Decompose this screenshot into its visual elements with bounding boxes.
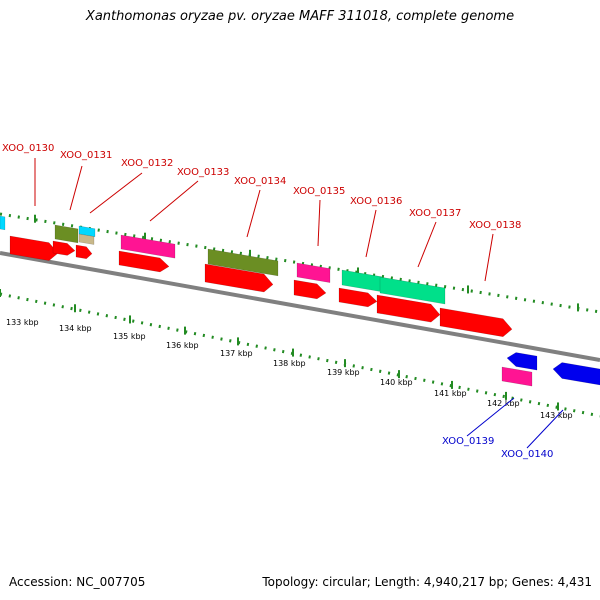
scale-label: 141 kbp [434,389,467,398]
gene-leader-line [417,221,437,268]
gene-feature-cds-plus-red [338,287,378,308]
gene-feature-cog-plus-tan [78,233,95,245]
gene-label: XOO_0137 [409,208,461,219]
gene-feature-cds-plus-red [293,279,327,300]
scale-label: 135 kbp [113,332,146,341]
gene-label: XOO_0140 [501,449,553,460]
gene-leader-line [89,172,143,214]
gene-leader-line [484,233,494,282]
gene-leader-line [317,199,321,247]
gene-leader-line [69,165,83,211]
gene-label: XOO_0130 [2,143,54,154]
accession-label: Accession: NC_007705 [9,575,146,589]
page-title: Xanthomonas oryzae pv. oryzae MAFF 31101… [85,9,515,24]
gene-feature-cds-plus-red [376,294,441,323]
scale-label: 136 kbp [166,341,199,350]
gene-feature-cog-plus-magenta [120,234,176,259]
gene-label: XOO_0134 [234,176,286,187]
gene-feature-cds-plus-red [9,235,59,261]
scale-label: 137 kbp [220,349,253,358]
gene-feature-cog-plus-cyan [0,215,6,231]
gene-label: XOO_0131 [60,150,112,161]
gene-feature-cog-plus-spring [379,276,446,305]
gene-feature-cds-plus-red [75,244,93,260]
scale-label: 140 kbp [380,378,413,387]
genome-backbone [0,251,600,362]
gene-leader-line [526,409,564,449]
scale-label: 138 kbp [273,359,306,368]
scale-dots-lower [0,292,600,418]
gene-leader-line [246,189,261,238]
gene-feature-cog-plus-cyan [78,225,96,238]
gene-label: XOO_0135 [293,186,345,197]
scale-label: 134 kbp [59,324,92,333]
gene-leader-line [149,180,199,222]
gene-feature-cds-minus-blue [506,352,538,371]
gene-feature-cds-plus-red [204,263,274,293]
gene-feature-cog-plus-magenta [296,262,331,283]
gene-leader-line [466,397,515,437]
gene-label: XOO_0136 [350,196,402,207]
gene-feature-cog-minus-magenta [501,366,533,387]
scale-label: 143 kbp [540,411,573,420]
gene-feature-cds-minus-blue [552,362,600,386]
gene-feature-cog-plus-spring [341,269,383,293]
scale-label: 133 kbp [6,318,39,327]
scale-label: 142 kbp [487,399,520,408]
scale-label: 139 kbp [327,368,360,377]
gene-label: XOO_0132 [121,158,173,169]
gene-feature-cog-plus-olive [207,248,279,277]
gene-leader-line [365,209,377,258]
genome-summary: Topology: circular; Length: 4,940,217 bp… [262,575,592,589]
gene-label: XOO_0133 [177,167,229,178]
gene-feature-cds-plus-red [118,250,170,273]
gene-feature-cds-plus-red [439,307,513,337]
gene-label: XOO_0139 [442,436,494,447]
gene-feature-cog-plus-olive [54,224,79,244]
gene-label: XOO_0138 [469,220,521,231]
gene-feature-cds-plus-red [52,240,76,256]
